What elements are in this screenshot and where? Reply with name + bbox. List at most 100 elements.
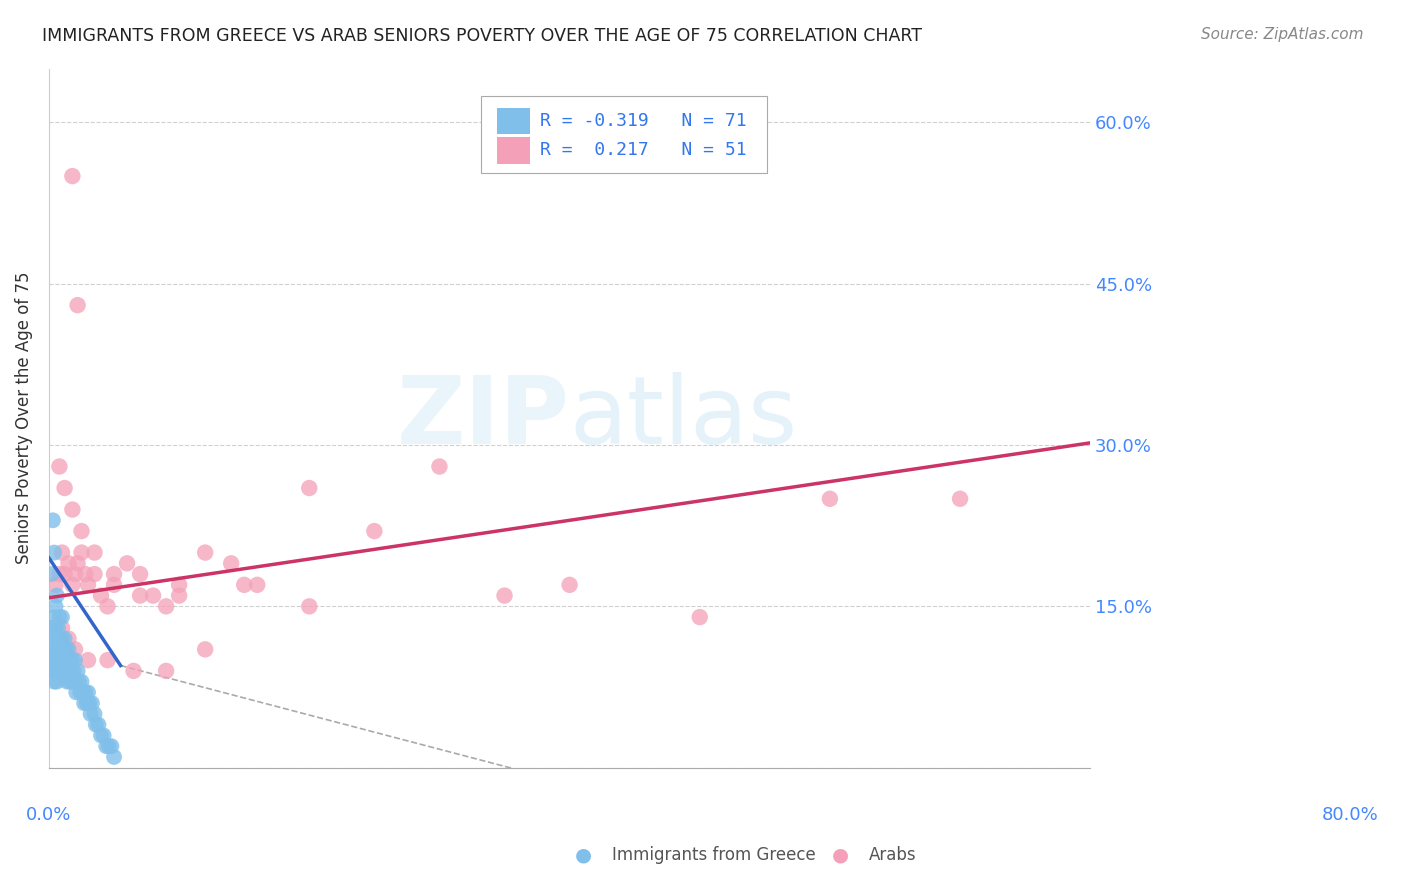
Point [41,632,63,646]
Point [60,502,83,516]
Point [70,524,93,538]
Point [44,674,66,689]
Point [79,696,101,710]
Point [55,664,77,678]
Y-axis label: Seniors Poverty Over the Age of 75: Seniors Poverty Over the Age of 75 [15,272,32,565]
Point [44,653,66,667]
Point [233,578,256,592]
Point [363,524,385,538]
Point [83,545,105,559]
Text: ●: ● [575,845,592,864]
Bar [496,108,530,134]
Point [41,567,63,582]
Point [194,642,217,657]
Point [49,642,72,657]
Point [59,674,82,689]
Text: ZIP: ZIP [396,372,569,464]
Point [63,653,86,667]
Point [44,578,66,592]
Point [60,664,83,678]
Point [56,653,79,667]
Point [46,664,69,678]
Point [558,578,581,592]
FancyBboxPatch shape [481,96,768,173]
Point [219,557,242,571]
Point [75,567,97,582]
Point [84,717,107,731]
Point [42,513,65,527]
Point [66,664,89,678]
Point [53,653,76,667]
Point [65,685,87,699]
Text: Arabs: Arabs [869,846,917,863]
Point [155,599,177,614]
Point [51,632,73,646]
Point [42,621,65,635]
Point [142,589,165,603]
Point [66,557,89,571]
Point [97,739,120,754]
Point [58,557,80,571]
Point [129,589,152,603]
Point [72,685,94,699]
Point [75,685,97,699]
Point [96,599,118,614]
Point [44,599,66,614]
Text: Source: ZipAtlas.com: Source: ZipAtlas.com [1201,27,1364,42]
Point [53,567,76,582]
Point [87,717,110,731]
Point [58,632,80,646]
Point [63,642,86,657]
Point [83,706,105,721]
Point [194,545,217,559]
Point [103,578,125,592]
Point [83,567,105,582]
Point [46,621,69,635]
Point [93,728,115,742]
Point [44,610,66,624]
Point [429,459,451,474]
Point [96,653,118,667]
Point [45,674,67,689]
Point [80,696,103,710]
Point [46,642,69,657]
Point [51,545,73,559]
Point [167,589,190,603]
Point [298,481,321,495]
Text: IMMIGRANTS FROM GREECE VS ARAB SENIORS POVERTY OVER THE AGE OF 75 CORRELATION CH: IMMIGRANTS FROM GREECE VS ARAB SENIORS P… [42,27,922,45]
Text: Immigrants from Greece: Immigrants from Greece [612,846,815,863]
Point [77,578,100,592]
Point [44,621,66,635]
Point [41,653,63,667]
Point [73,696,96,710]
Point [48,632,70,646]
Point [51,621,73,635]
Point [60,674,83,689]
Point [298,599,321,614]
Point [77,685,100,699]
Point [103,750,125,764]
Point [48,653,70,667]
Bar [496,137,530,163]
Point [70,674,93,689]
Point [494,589,516,603]
Point [49,664,72,678]
Text: 80.0%: 80.0% [1322,806,1379,824]
Point [56,674,79,689]
Point [100,739,122,754]
Point [155,664,177,678]
Point [103,567,125,582]
Point [44,664,66,678]
Point [818,491,841,506]
Point [52,642,75,657]
Text: 0.0%: 0.0% [27,806,72,824]
Point [79,706,101,721]
Point [67,674,90,689]
Point [77,653,100,667]
Point [62,664,84,678]
Point [689,610,711,624]
Point [45,653,67,667]
Point [42,642,65,657]
Point [60,653,83,667]
Point [58,642,80,657]
